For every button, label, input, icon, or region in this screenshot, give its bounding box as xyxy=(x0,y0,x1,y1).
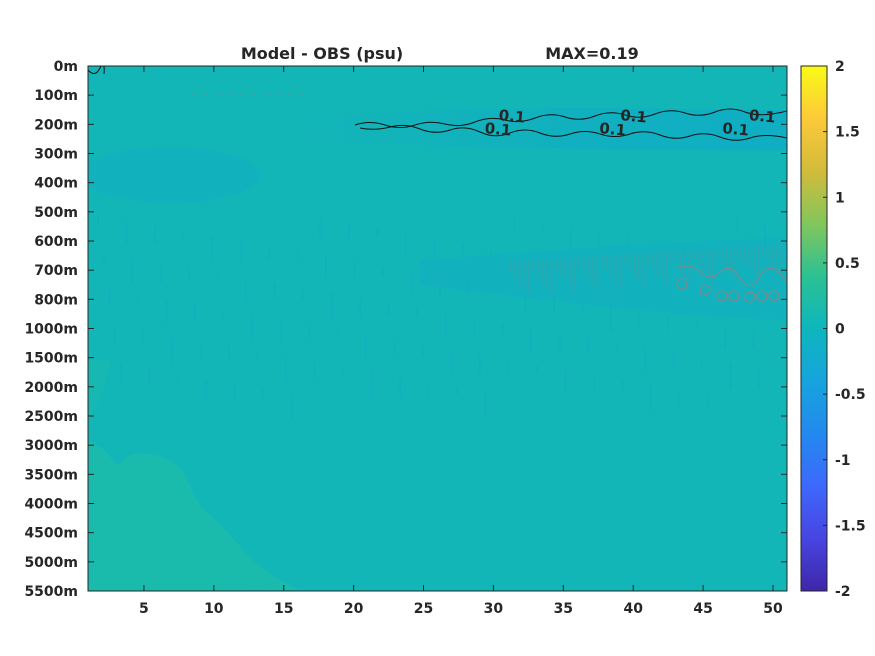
x-tick-label: 10 xyxy=(204,601,224,617)
y-tick-label: 3500m xyxy=(24,467,78,483)
max-label: MAX=0.19 xyxy=(545,44,639,63)
y-tick-label: 0m xyxy=(54,59,78,75)
x-tick-label: 30 xyxy=(484,601,504,617)
contour-label: 0.1 xyxy=(498,106,526,126)
x-tick-label: 25 xyxy=(414,601,433,617)
heatmap-streaks xyxy=(97,216,783,420)
y-tick-label: 400m xyxy=(34,176,78,192)
contour-label: 0.1 xyxy=(748,106,776,126)
contour-label: 0.1 xyxy=(484,119,512,139)
contour-label: 0.1 xyxy=(722,119,750,139)
y-tick-label: 300m xyxy=(34,147,78,163)
colorbar-tick-label: 1 xyxy=(835,190,845,206)
chart-title: Model - OBS (psu) xyxy=(241,44,403,63)
colorbar-tick-label: 0.5 xyxy=(835,256,860,272)
y-tick-label: 2000m xyxy=(24,380,78,396)
x-tick-label: 15 xyxy=(274,601,293,617)
y-tick-label: 500m xyxy=(34,205,78,221)
y-axis: 0m 100m 200m 300m 400m 500m 600m 700m 800m 1000m 1… xyxy=(24,59,787,600)
x-axis: 5 10 15 20 25 30 35 40 45 50 xyxy=(139,66,783,617)
y-tick-label: 1500m xyxy=(24,351,78,367)
y-tick-label: 700m xyxy=(34,263,78,279)
x-tick-label: 40 xyxy=(623,601,643,617)
y-tick-label: 4000m xyxy=(24,497,78,513)
colorbar-tick-label: -1 xyxy=(835,453,851,469)
x-tick-label: 45 xyxy=(693,601,712,617)
x-tick-label: 35 xyxy=(554,601,573,617)
colorbar-axis: 2 1.5 1 0.5 0 -0.5 -1 -1.5 -2 xyxy=(823,59,866,600)
contour-labels: 0.10.10.10.10.10.1 xyxy=(484,106,776,139)
y-tick-label: 600m xyxy=(34,234,78,250)
colorbar-tick-label: -1.5 xyxy=(835,518,866,534)
colorbar-tick-label: 0 xyxy=(835,322,845,338)
y-tick-label: 800m xyxy=(34,292,78,308)
x-tick-label: 20 xyxy=(344,601,364,617)
colorbar-tick-label: 1.5 xyxy=(835,125,860,141)
colorbar-tick-label: -0.5 xyxy=(835,387,866,403)
y-tick-label: 2500m xyxy=(24,409,78,425)
contour-label: 0.1 xyxy=(620,106,648,126)
heatmap-field xyxy=(88,66,787,591)
x-tick-label: 50 xyxy=(763,601,783,617)
y-tick-label: 200m xyxy=(34,117,78,133)
y-tick-label: 1000m xyxy=(24,322,78,338)
colorbar-tick-label: -2 xyxy=(835,584,851,600)
colorbar-tick-label: 2 xyxy=(835,59,845,75)
y-tick-label: 5500m xyxy=(24,584,78,600)
contour-label: 0.1 xyxy=(599,119,627,139)
y-tick-label: 3000m xyxy=(24,438,78,454)
x-tick-label: 5 xyxy=(139,601,149,617)
y-tick-label: 4500m xyxy=(24,526,78,542)
y-tick-label: 5000m xyxy=(24,555,78,571)
y-tick-label: 100m xyxy=(34,88,78,104)
